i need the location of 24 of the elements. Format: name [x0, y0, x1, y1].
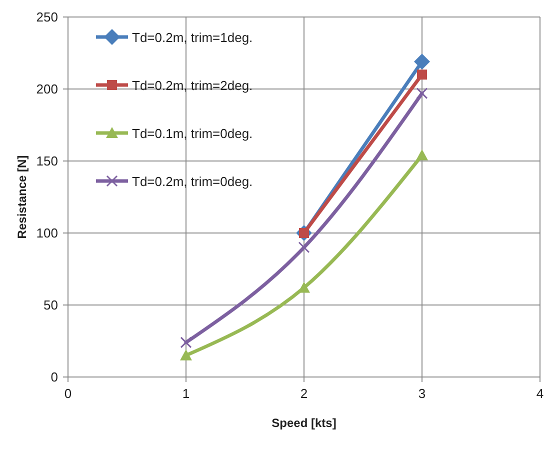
x-axis-title: Speed [kts]: [272, 416, 336, 430]
point: [180, 349, 192, 360]
legend-label: Td=0.1m, trim=0deg.: [132, 126, 253, 141]
y-tick-label: 150: [36, 154, 58, 168]
legend-label: Td=0.2m, trim=1deg.: [132, 30, 253, 45]
point: [180, 336, 192, 348]
y-tick-label: 250: [36, 10, 58, 24]
x-tick-label: 1: [182, 386, 190, 401]
point: [414, 54, 430, 70]
y-tick-label: 50: [44, 298, 58, 312]
y-axis-title: Resistance [N]: [15, 155, 29, 239]
x-tick-label: 4: [536, 386, 544, 401]
legend-label: Td=0.2m, trim=2deg.: [132, 78, 253, 93]
x-tick-label: 3: [418, 386, 426, 401]
point: [298, 242, 310, 254]
y-tick-label: 0: [50, 370, 58, 384]
legend-label: Td=0.2m, trim=0deg.: [132, 174, 253, 189]
point: [417, 70, 427, 80]
point: [416, 88, 428, 100]
y-tick-label: 100: [36, 226, 58, 240]
x-tick-label: 0: [64, 386, 72, 401]
y-tick-label: 200: [36, 82, 58, 96]
x-tick-label: 2: [300, 386, 308, 401]
point: [416, 149, 428, 160]
